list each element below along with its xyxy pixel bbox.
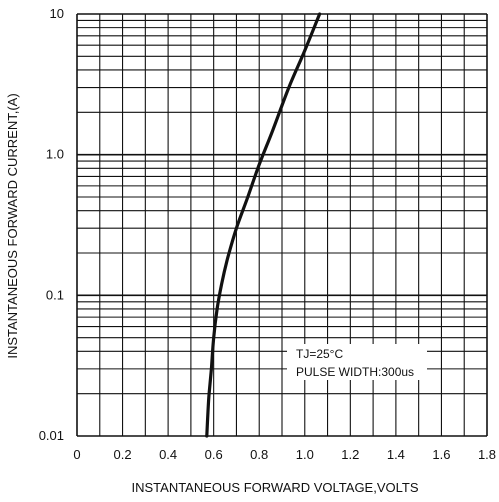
x-tick-label: 0.2 [114, 447, 132, 462]
y-tick-label: 10 [50, 6, 64, 21]
x-tick-label: 0.6 [205, 447, 223, 462]
x-tick-label: 0.4 [159, 447, 177, 462]
y-tick-label: 0.01 [39, 428, 64, 443]
y-tick-labels: 0.01 0.1 1.0 10 [39, 6, 64, 443]
annotation-text: TJ=25°C [296, 347, 343, 361]
annotations: TJ=25°C PULSE WIDTH:300us [287, 344, 427, 380]
y-tick-label: 0.1 [46, 287, 64, 302]
x-tick-label: 1.4 [387, 447, 405, 462]
x-tick-label: 1.6 [432, 447, 450, 462]
series-line [205, 12, 322, 438]
x-axis-label: INSTANTANEOUS FORWARD VOLTAGE,VOLTS [132, 480, 419, 495]
annotation-background [287, 344, 427, 380]
y-axis-label: INSTANTANEOUS FORWARD CURRENT,(A) [5, 93, 20, 358]
x-tick-labels: 0 0.2 0.4 0.6 0.8 1.0 1.2 1.4 1.6 1.8 [73, 447, 496, 462]
x-tick-label: 1.2 [341, 447, 359, 462]
annotation-text: PULSE WIDTH:300us [296, 365, 414, 379]
x-tick-label: 1.8 [478, 447, 496, 462]
x-tick-label: 1.0 [296, 447, 314, 462]
y-tick-label: 1.0 [46, 147, 64, 162]
series-layer [205, 12, 322, 438]
x-tick-label: 0.8 [250, 447, 268, 462]
x-tick-label: 0 [73, 447, 80, 462]
